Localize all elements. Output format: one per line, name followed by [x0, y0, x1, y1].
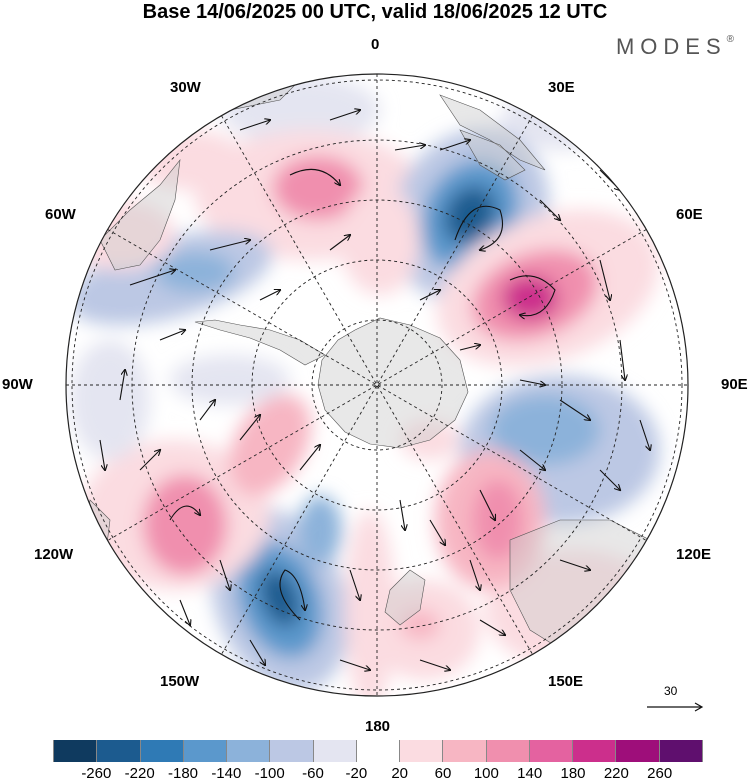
label-lon-120w: 120W: [34, 546, 74, 563]
colorbar-labels: -260 -220 -180 -140 -100 -60 -20 20 60 100 140 180 2…: [53, 765, 703, 783]
colorbar-swatch: [573, 740, 617, 762]
map-border: [65, 73, 689, 697]
label-lon-60e: 60E: [676, 206, 703, 223]
colorbar-tick-label: 220: [603, 765, 629, 782]
polar-map: [65, 73, 689, 697]
colorbar-swatch: [486, 740, 530, 762]
modes-logo: MODES®: [616, 34, 734, 60]
colorbar-swatch: [529, 740, 574, 762]
colorbar-tick-label: 60: [434, 765, 452, 782]
graticule: [66, 74, 688, 696]
colorbar-swatch: [97, 740, 141, 762]
colorbar-tick-label: -100: [254, 765, 285, 782]
colorbar-swatch: [183, 740, 228, 762]
colorbar-swatch: [356, 740, 401, 762]
colorbar-tick-label: 20: [391, 765, 408, 782]
label-lon-90w: 90W: [2, 376, 33, 393]
colorbar-tick-label: -20: [345, 765, 368, 782]
colorbar-tick-label: -60: [302, 765, 324, 782]
colorbar-tick-label: 100: [473, 765, 499, 782]
map-disc: [66, 74, 688, 696]
colorbar-tick-label: -220: [124, 765, 155, 782]
label-lon-150e: 150E: [548, 673, 584, 690]
wind-vectors: [99, 110, 650, 670]
colorbar-tick-label: -180: [167, 765, 199, 782]
colorbar-swatch: [616, 740, 660, 762]
label-lon-30e: 30E: [548, 79, 575, 96]
label-lon-30w: 30W: [170, 79, 201, 96]
colorbar-swatch: [227, 740, 271, 762]
vector-reference-arrow: [647, 702, 704, 712]
colorbar: [53, 740, 703, 762]
brand-mark: ®: [726, 34, 734, 45]
label-lon-60w: 60W: [45, 206, 76, 223]
colorbar-swatch: [53, 740, 98, 762]
colorbar-tick-label: 260: [647, 765, 673, 782]
colorbar-tick-label: 140: [517, 765, 543, 782]
label-lon-0: 0: [371, 36, 380, 53]
colorbar-tick-label: -260: [81, 765, 112, 782]
label-lon-150w: 150W: [160, 673, 200, 690]
label-lon-120e: 120E: [676, 546, 712, 563]
brand-name: MODES: [615, 34, 727, 59]
colorbar-tick-label: 180: [560, 765, 586, 782]
vector-reference-value: 30: [664, 684, 678, 698]
colorbar-swatch: [659, 740, 703, 762]
label-lon-90e: 90E: [721, 376, 748, 393]
colorbar-swatch: [270, 740, 314, 762]
colorbar-swatch: [140, 740, 184, 762]
colorbar-tick-label: -140: [211, 765, 242, 782]
colorbar-swatch: [400, 740, 444, 762]
label-lon-180: 180: [365, 718, 391, 735]
map-title: Base 14/06/2025 00 UTC, valid 18/06/2025…: [142, 1, 608, 23]
colorbar-swatch: [313, 740, 357, 762]
colorbar-swatch: [443, 740, 487, 762]
